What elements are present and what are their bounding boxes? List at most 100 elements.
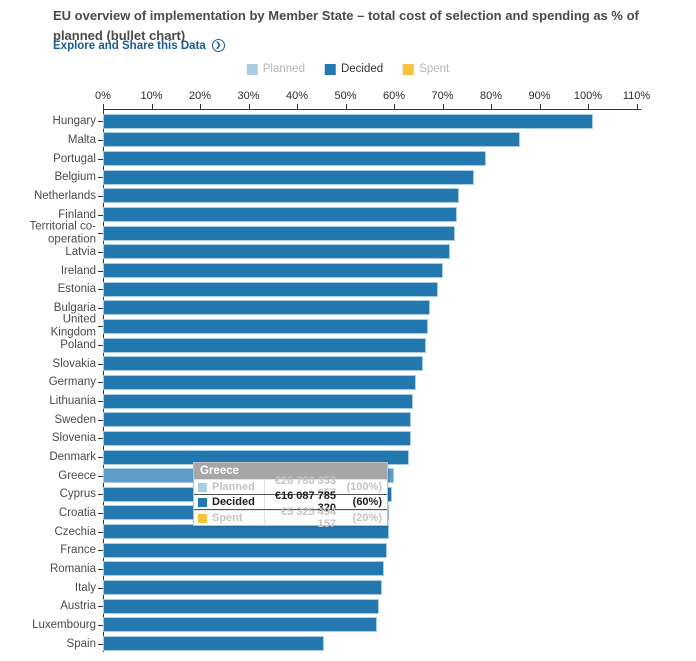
x-tick-mark (394, 104, 395, 109)
category-label-slovenia: Slovenia (51, 432, 96, 445)
tooltip-series-label: Spent (212, 512, 243, 524)
tooltip-value: €5 325 494 157 (280, 506, 336, 530)
y-tick-mark (98, 158, 103, 160)
category-label-croatia: Croatia (58, 506, 96, 519)
explore-share-link[interactable]: Explore and Share this Data ❯ (53, 39, 225, 52)
category-label-spain: Spain (66, 637, 96, 650)
y-tick-mark (98, 233, 103, 235)
category-label-latvia: Latvia (65, 245, 96, 258)
bar-bulgaria[interactable] (103, 300, 431, 316)
y-tick-mark (98, 139, 103, 141)
bar-france[interactable] (103, 542, 387, 558)
tooltip-value: €26 780 353 657 (274, 475, 336, 499)
x-tick-label: 0% (95, 90, 111, 102)
bar-united-kingdom[interactable] (103, 318, 428, 334)
y-tick-mark (98, 382, 103, 384)
category-label-italy: Italy (74, 581, 96, 594)
legend-item-planned[interactable]: Planned (246, 63, 305, 75)
tooltip-percent: (60%) (352, 496, 382, 508)
tooltip-greece: Greece Planned €26 780 353 657 (100%) Decid… (193, 462, 388, 530)
x-tick-mark (248, 104, 250, 109)
legend-item-decided[interactable]: Decided (324, 63, 384, 75)
x-tick-label: 50% (334, 90, 357, 102)
bar-luxembourg[interactable] (103, 617, 378, 633)
category-label-portugal: Portugal (53, 152, 96, 165)
bar-sweden[interactable] (103, 412, 411, 428)
bar-spain[interactable] (103, 636, 324, 651)
legend-label: Spent (419, 63, 450, 75)
bar-ireland[interactable] (103, 263, 443, 278)
tooltip-value: €16 087 785 320 (274, 490, 336, 514)
x-tick-mark (636, 104, 638, 109)
tooltip-percent: (100%) (346, 481, 382, 493)
legend-label: Decided (340, 63, 384, 75)
tooltip-divider (264, 480, 265, 494)
bar-latvia[interactable] (103, 244, 450, 260)
category-label-austria: Austria (60, 599, 96, 612)
tooltip-row-planned: Planned €26 780 353 657 (100%) (194, 475, 387, 499)
y-tick-mark (98, 121, 103, 123)
x-tick-mark (588, 104, 589, 109)
category-label-belgium: Belgium (54, 171, 96, 183)
y-tick-mark (98, 345, 103, 347)
category-label-finland: Finland (58, 208, 96, 221)
category-label-france: France (60, 544, 96, 556)
x-tick-mark (151, 104, 153, 109)
category-label-poland: Poland (60, 338, 96, 351)
bar-slovakia[interactable] (103, 356, 424, 372)
legend-item-spent[interactable]: Spent (403, 63, 449, 75)
y-tick-mark (98, 531, 103, 533)
bar-portugal[interactable] (103, 151, 487, 167)
y-tick-mark (98, 624, 103, 626)
x-tick-mark (442, 104, 444, 109)
bar-malta[interactable] (103, 132, 521, 148)
bar-netherlands[interactable] (103, 188, 460, 204)
x-tick-mark (103, 104, 104, 109)
tooltip-percent: (20%) (352, 512, 382, 524)
legend-swatch-icon (246, 63, 258, 75)
tooltip-divider (264, 495, 265, 509)
bar-hungary[interactable] (103, 113, 593, 129)
bar-czechia[interactable] (103, 524, 390, 540)
bar-poland[interactable] (103, 337, 426, 353)
x-tick-mark (200, 104, 201, 109)
y-tick-mark (98, 251, 103, 253)
category-label-greece: Greece (58, 469, 96, 482)
category-label-denmark: Denmark (49, 450, 96, 463)
bar-territorial-co-operation[interactable] (103, 225, 455, 241)
legend-swatch-icon (324, 63, 336, 75)
bar-belgium[interactable] (103, 169, 475, 185)
category-label-cyprus: Cyprus (59, 488, 96, 501)
bar-italy[interactable] (103, 580, 382, 596)
y-tick-mark (98, 270, 103, 272)
bar-lithuania[interactable] (103, 393, 414, 409)
y-tick-mark (98, 475, 103, 477)
x-tick-label: 70% (431, 90, 454, 102)
bar-estonia[interactable] (103, 281, 438, 297)
category-label-hungary: Hungary (52, 115, 96, 128)
category-label-netherlands: Netherlands (33, 189, 96, 202)
y-tick-mark (98, 401, 103, 403)
category-label-estonia: Estonia (57, 282, 96, 295)
tooltip-row-spent: Spent €5 325 494 157 (20%) (194, 506, 387, 530)
category-label-malta: Malta (67, 133, 96, 146)
chart-legend: Planned Decided Spent (246, 63, 449, 75)
y-tick-mark (98, 214, 103, 216)
page-title: EU overview of implementation by Member … (53, 8, 639, 44)
bar-germany[interactable] (103, 374, 416, 390)
bar-slovenia[interactable] (103, 430, 411, 446)
legend-swatch-icon (403, 63, 415, 75)
bar-finland[interactable] (103, 207, 458, 223)
bar-romania[interactable] (103, 561, 385, 577)
category-label-slovakia: Slovakia (52, 357, 96, 370)
y-tick-mark (98, 363, 103, 365)
explore-share-label: Explore and Share this Data (53, 39, 206, 52)
y-tick-mark (98, 643, 103, 645)
y-tick-mark (98, 512, 103, 514)
bar-austria[interactable] (103, 598, 380, 614)
y-tick-mark (98, 438, 103, 440)
tooltip-swatch-icon (198, 497, 207, 507)
x-tick-mark (491, 104, 492, 109)
category-label-united-kingdom: United Kingdom (50, 313, 96, 339)
